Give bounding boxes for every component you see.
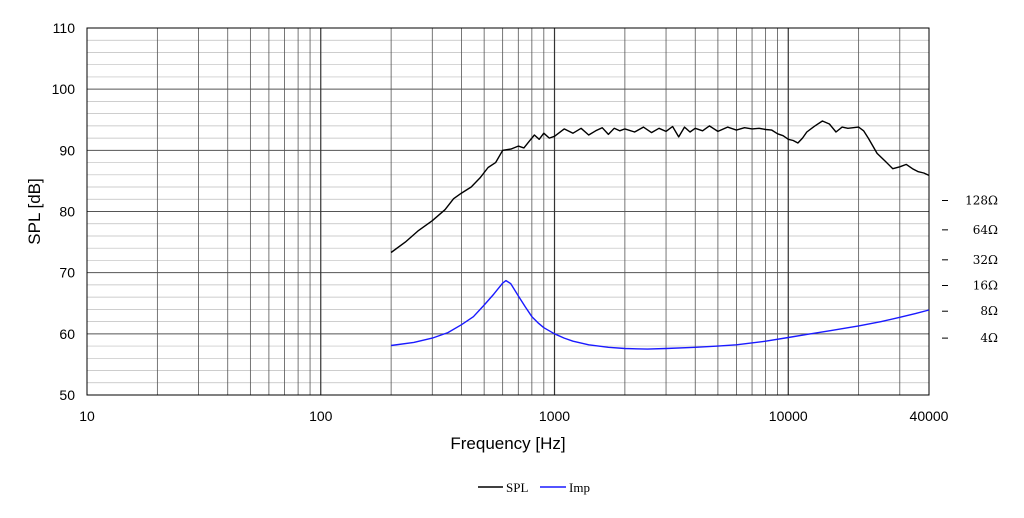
- x-tick-label: 10000: [769, 408, 808, 424]
- y-tick-label: 100: [52, 81, 76, 97]
- x-tick-label: 1000: [539, 408, 570, 424]
- impedance-tick-label: 64Ω: [973, 223, 998, 237]
- impedance-tick-label: 8Ω: [980, 304, 998, 318]
- impedance-axis: 128Ω 64Ω 32Ω 16Ω 8Ω 4Ω: [942, 193, 998, 345]
- series: [390, 120, 930, 350]
- x-tick-label: 40000: [910, 408, 949, 424]
- y-tick-label: 80: [59, 204, 75, 220]
- impedance-tick-label: 16Ω: [973, 279, 998, 293]
- y-tick-label: 60: [59, 326, 75, 342]
- plot-frame: [86, 27, 930, 396]
- y-tick-label: 50: [59, 387, 75, 403]
- legend: SPL Imp: [478, 480, 590, 495]
- x-tick-labels: 10 100 1000 10000 40000: [79, 408, 948, 424]
- series-line-imp: [391, 279, 930, 350]
- y-tick-label: 90: [59, 142, 75, 158]
- x-tick-label: 100: [309, 408, 333, 424]
- legend-label-spl: SPL: [506, 480, 528, 495]
- x-axis-title: Frequency [Hz]: [450, 434, 565, 453]
- impedance-tick-label: 4Ω: [980, 331, 998, 345]
- y-tick-labels: 50 60 70 80 90 100 110: [52, 20, 76, 403]
- x-tick-label: 10: [79, 408, 95, 424]
- impedance-tick-label: 32Ω: [973, 253, 998, 267]
- y-axis-title: SPL [dB]: [25, 178, 44, 244]
- impedance-tick-label: 128Ω: [965, 193, 998, 207]
- grid: [87, 27, 929, 396]
- legend-label-imp: Imp: [569, 480, 590, 495]
- series-line-spl: [390, 120, 930, 254]
- y-tick-label: 110: [53, 20, 76, 36]
- y-tick-label: 70: [59, 265, 75, 281]
